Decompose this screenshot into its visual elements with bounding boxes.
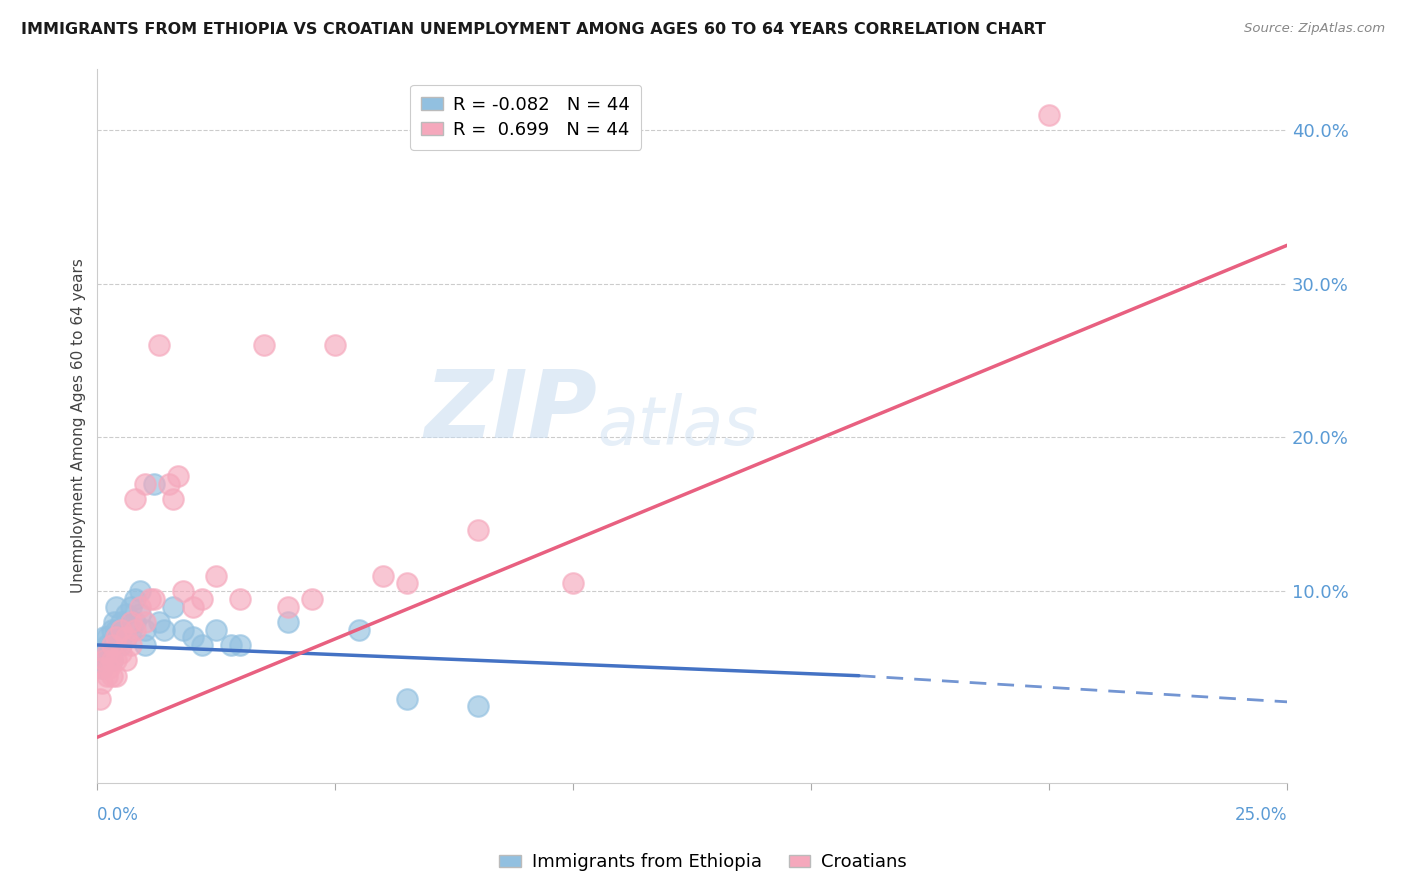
Point [105, 669, 128, 683]
Text: ZIP: ZIP [425, 366, 598, 458]
Point [191, 638, 214, 652]
Point [105, 630, 128, 644]
Point [157, 476, 180, 491]
Point [93, 630, 115, 644]
Point [110, 646, 132, 660]
Point [143, 591, 166, 606]
Point [134, 615, 156, 629]
Point [110, 638, 132, 652]
Point [229, 591, 252, 606]
Point [205, 623, 228, 637]
Point [153, 623, 176, 637]
Point [100, 669, 122, 683]
Point [100, 653, 122, 667]
Point [162, 599, 184, 614]
Point [467, 523, 489, 537]
Point [253, 338, 276, 352]
Text: 0.0%: 0.0% [97, 806, 139, 824]
Point [100, 638, 122, 652]
Point [115, 607, 138, 622]
Y-axis label: Unemployment Among Ages 60 to 64 years: Unemployment Among Ages 60 to 64 years [72, 259, 86, 593]
Point [110, 623, 132, 637]
Point [167, 468, 190, 483]
Point [277, 615, 299, 629]
Point [1038, 108, 1060, 122]
Point [105, 653, 128, 667]
Point [89, 691, 111, 706]
Point [98, 646, 121, 660]
Point [100, 638, 122, 652]
Point [105, 623, 128, 637]
Point [120, 615, 142, 629]
Point [191, 591, 214, 606]
Point [347, 623, 370, 637]
Point [120, 623, 142, 637]
Point [105, 638, 128, 652]
Point [138, 591, 160, 606]
Point [162, 491, 184, 506]
Point [115, 630, 138, 644]
Point [103, 615, 125, 629]
Point [120, 638, 142, 652]
Point [323, 338, 346, 352]
Text: Source: ZipAtlas.com: Source: ZipAtlas.com [1244, 22, 1385, 36]
Point [93, 646, 115, 660]
Point [124, 615, 146, 629]
Point [96, 669, 118, 683]
Point [110, 630, 132, 644]
Point [395, 691, 418, 706]
Point [115, 630, 138, 644]
Point [562, 576, 585, 591]
Point [107, 630, 129, 644]
Point [395, 576, 418, 591]
Point [93, 653, 115, 667]
Point [229, 638, 252, 652]
Point [148, 338, 170, 352]
Point [205, 569, 228, 583]
Point [219, 638, 242, 652]
Point [181, 630, 204, 644]
Point [124, 491, 146, 506]
Point [129, 584, 152, 599]
Point [120, 599, 142, 614]
Point [115, 653, 138, 667]
Text: IMMIGRANTS FROM ETHIOPIA VS CROATIAN UNEMPLOYMENT AMONG AGES 60 TO 64 YEARS CORR: IMMIGRANTS FROM ETHIOPIA VS CROATIAN UNE… [21, 22, 1046, 37]
Point [124, 623, 146, 637]
Point [172, 584, 194, 599]
Point [129, 607, 152, 622]
Point [91, 661, 114, 675]
Legend: Immigrants from Ethiopia, Croatians: Immigrants from Ethiopia, Croatians [492, 847, 914, 879]
Point [277, 599, 299, 614]
Point [134, 623, 156, 637]
Point [124, 591, 146, 606]
Point [96, 638, 118, 652]
Point [96, 630, 118, 644]
Point [91, 661, 114, 675]
Point [129, 599, 152, 614]
Point [91, 646, 114, 660]
Point [134, 638, 156, 652]
Point [143, 476, 166, 491]
Point [100, 623, 122, 637]
Point [148, 615, 170, 629]
Point [181, 599, 204, 614]
Text: atlas: atlas [598, 392, 758, 458]
Point [100, 653, 122, 667]
Point [371, 569, 394, 583]
Point [134, 476, 156, 491]
Point [96, 646, 118, 660]
Text: 25.0%: 25.0% [1234, 806, 1286, 824]
Point [467, 699, 489, 714]
Point [301, 591, 323, 606]
Point [98, 661, 121, 675]
Point [105, 599, 128, 614]
Point [89, 653, 111, 667]
Point [110, 615, 132, 629]
Point [172, 623, 194, 637]
Point [96, 653, 118, 667]
Point [91, 676, 114, 690]
Legend: R = -0.082   N = 44, R =  0.699   N = 44: R = -0.082 N = 44, R = 0.699 N = 44 [411, 85, 641, 150]
